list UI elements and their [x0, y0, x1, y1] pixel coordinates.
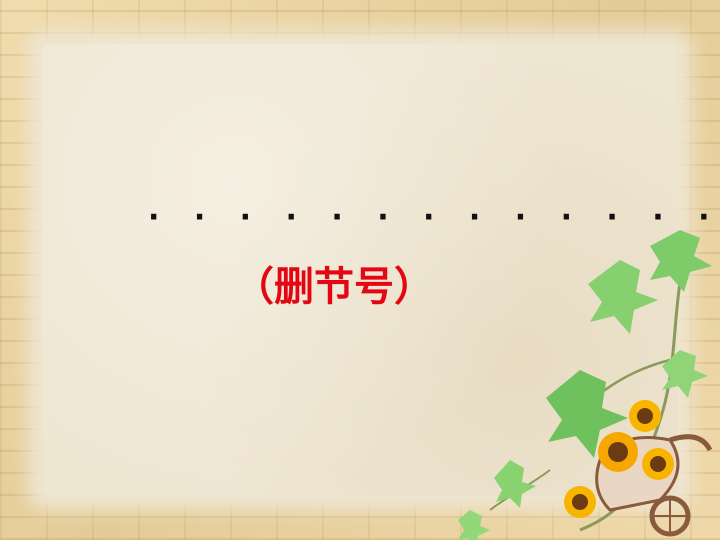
sunflower-icon: [564, 486, 596, 518]
ivy-sunflower-cart-decoration: [458, 230, 713, 540]
ivy-leaf-icon: [458, 510, 490, 540]
ivy-leaf-icon: [588, 260, 658, 334]
sunflower-icon: [629, 400, 661, 432]
sunflower-icon: [642, 448, 674, 480]
sunflower-icon: [598, 432, 638, 472]
ivy-leaf-icon: [650, 230, 712, 292]
ivy-leaf-icon: [546, 370, 628, 458]
ivy-leaf-icon: [494, 460, 536, 508]
ivy-leaf-icon: [662, 350, 708, 398]
slide-title: （删节号）: [234, 264, 434, 310]
